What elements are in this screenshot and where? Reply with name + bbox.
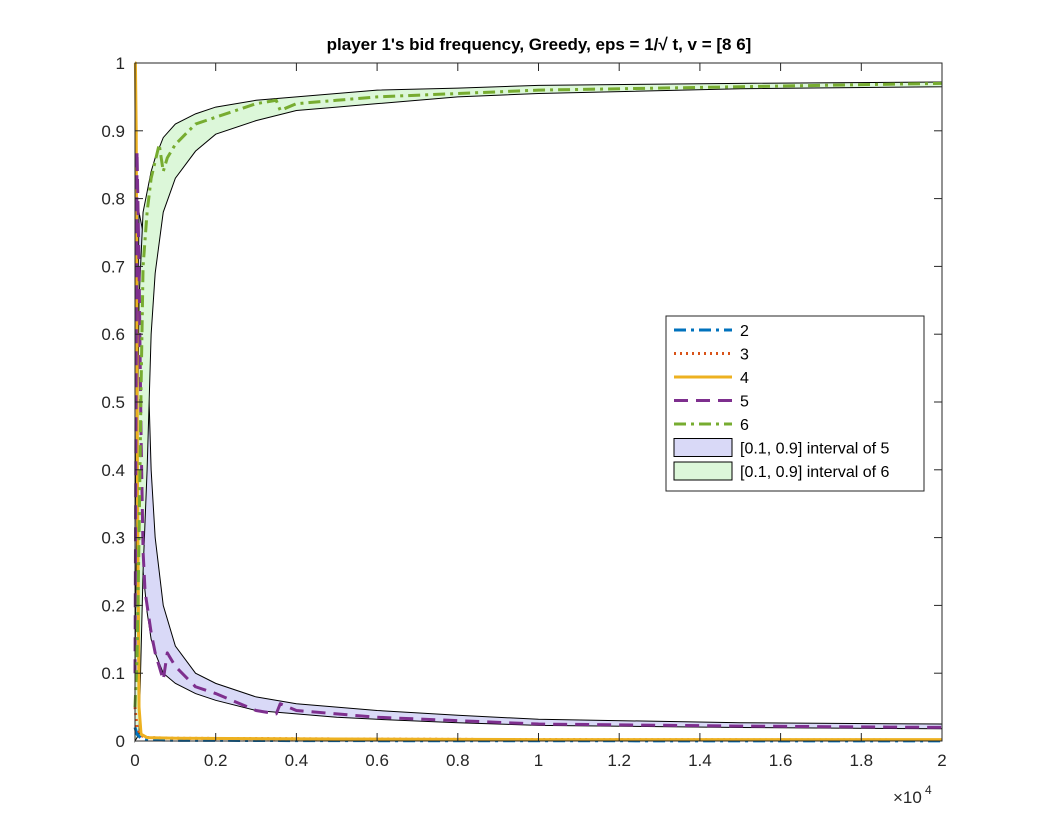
x-exponent-base: ×10 <box>893 788 922 807</box>
legend-swatch-band-1 <box>673 438 733 457</box>
x-tick-label: 0.2 <box>204 751 228 770</box>
x-exponent-power: 4 <box>925 783 932 797</box>
legend-swatch-band-2 <box>673 461 733 481</box>
y-tick-label: 0.1 <box>101 664 125 683</box>
x-tick-label: 1.6 <box>769 751 793 770</box>
y-tick-label: 0.4 <box>101 461 125 480</box>
x-tick-label: 1 <box>534 751 543 770</box>
x-tick-label: 1.8 <box>849 751 873 770</box>
legend-label-2: 2 <box>740 323 749 340</box>
x-tick-label: 0.8 <box>446 751 470 770</box>
y-tick-label: 1 <box>116 54 125 73</box>
y-tick-label: 0.3 <box>101 529 125 548</box>
legend-label-5: 5 <box>740 394 749 411</box>
legend-label-4: 4 <box>740 370 749 387</box>
x-tick-label: 0.4 <box>285 751 309 770</box>
x-tick-label: 2 <box>937 751 946 770</box>
x-tick-label: 0.6 <box>365 751 389 770</box>
ticks-layer: 0 0.2 0.4 0.6 0.8 1 1.2 1.4 1.6 1.8 2 0 0.1 0.2 0.3 0.4… <box>101 54 946 770</box>
y-tick-label: 0.8 <box>101 190 125 209</box>
y-tick-label: 0.9 <box>101 122 125 141</box>
y-tick-label: 0.7 <box>101 257 125 276</box>
chart-title: player 1's bid frequency, Greedy, eps = … <box>327 35 752 54</box>
x-tick-label: 1.4 <box>688 751 712 770</box>
y-tick-label: 0.5 <box>101 393 125 412</box>
y-tick-label: 0.2 <box>101 596 125 615</box>
x-exponent-label: ×10 4 <box>893 783 932 807</box>
series-line-6 <box>133 81 943 708</box>
y-tick-label: 0 <box>116 732 125 751</box>
legend-label-6: 6 <box>740 417 749 434</box>
legend: 2 3 4 5 6 [0.1, 0.9] interval of 5 [0.1, 0.9] … <box>665 315 925 492</box>
legend-label-3: 3 <box>740 347 749 364</box>
y-tick-label: 0.6 <box>101 325 125 344</box>
x-tick-label: 1.2 <box>607 751 631 770</box>
series-line-4 <box>133 61 942 742</box>
legend-label-band-2: [0.1, 0.9] interval of 6 <box>740 464 890 481</box>
legend-label-band-1: [0.1, 0.9] interval of 5 <box>740 441 890 458</box>
x-tick-label: 0 <box>130 751 139 770</box>
